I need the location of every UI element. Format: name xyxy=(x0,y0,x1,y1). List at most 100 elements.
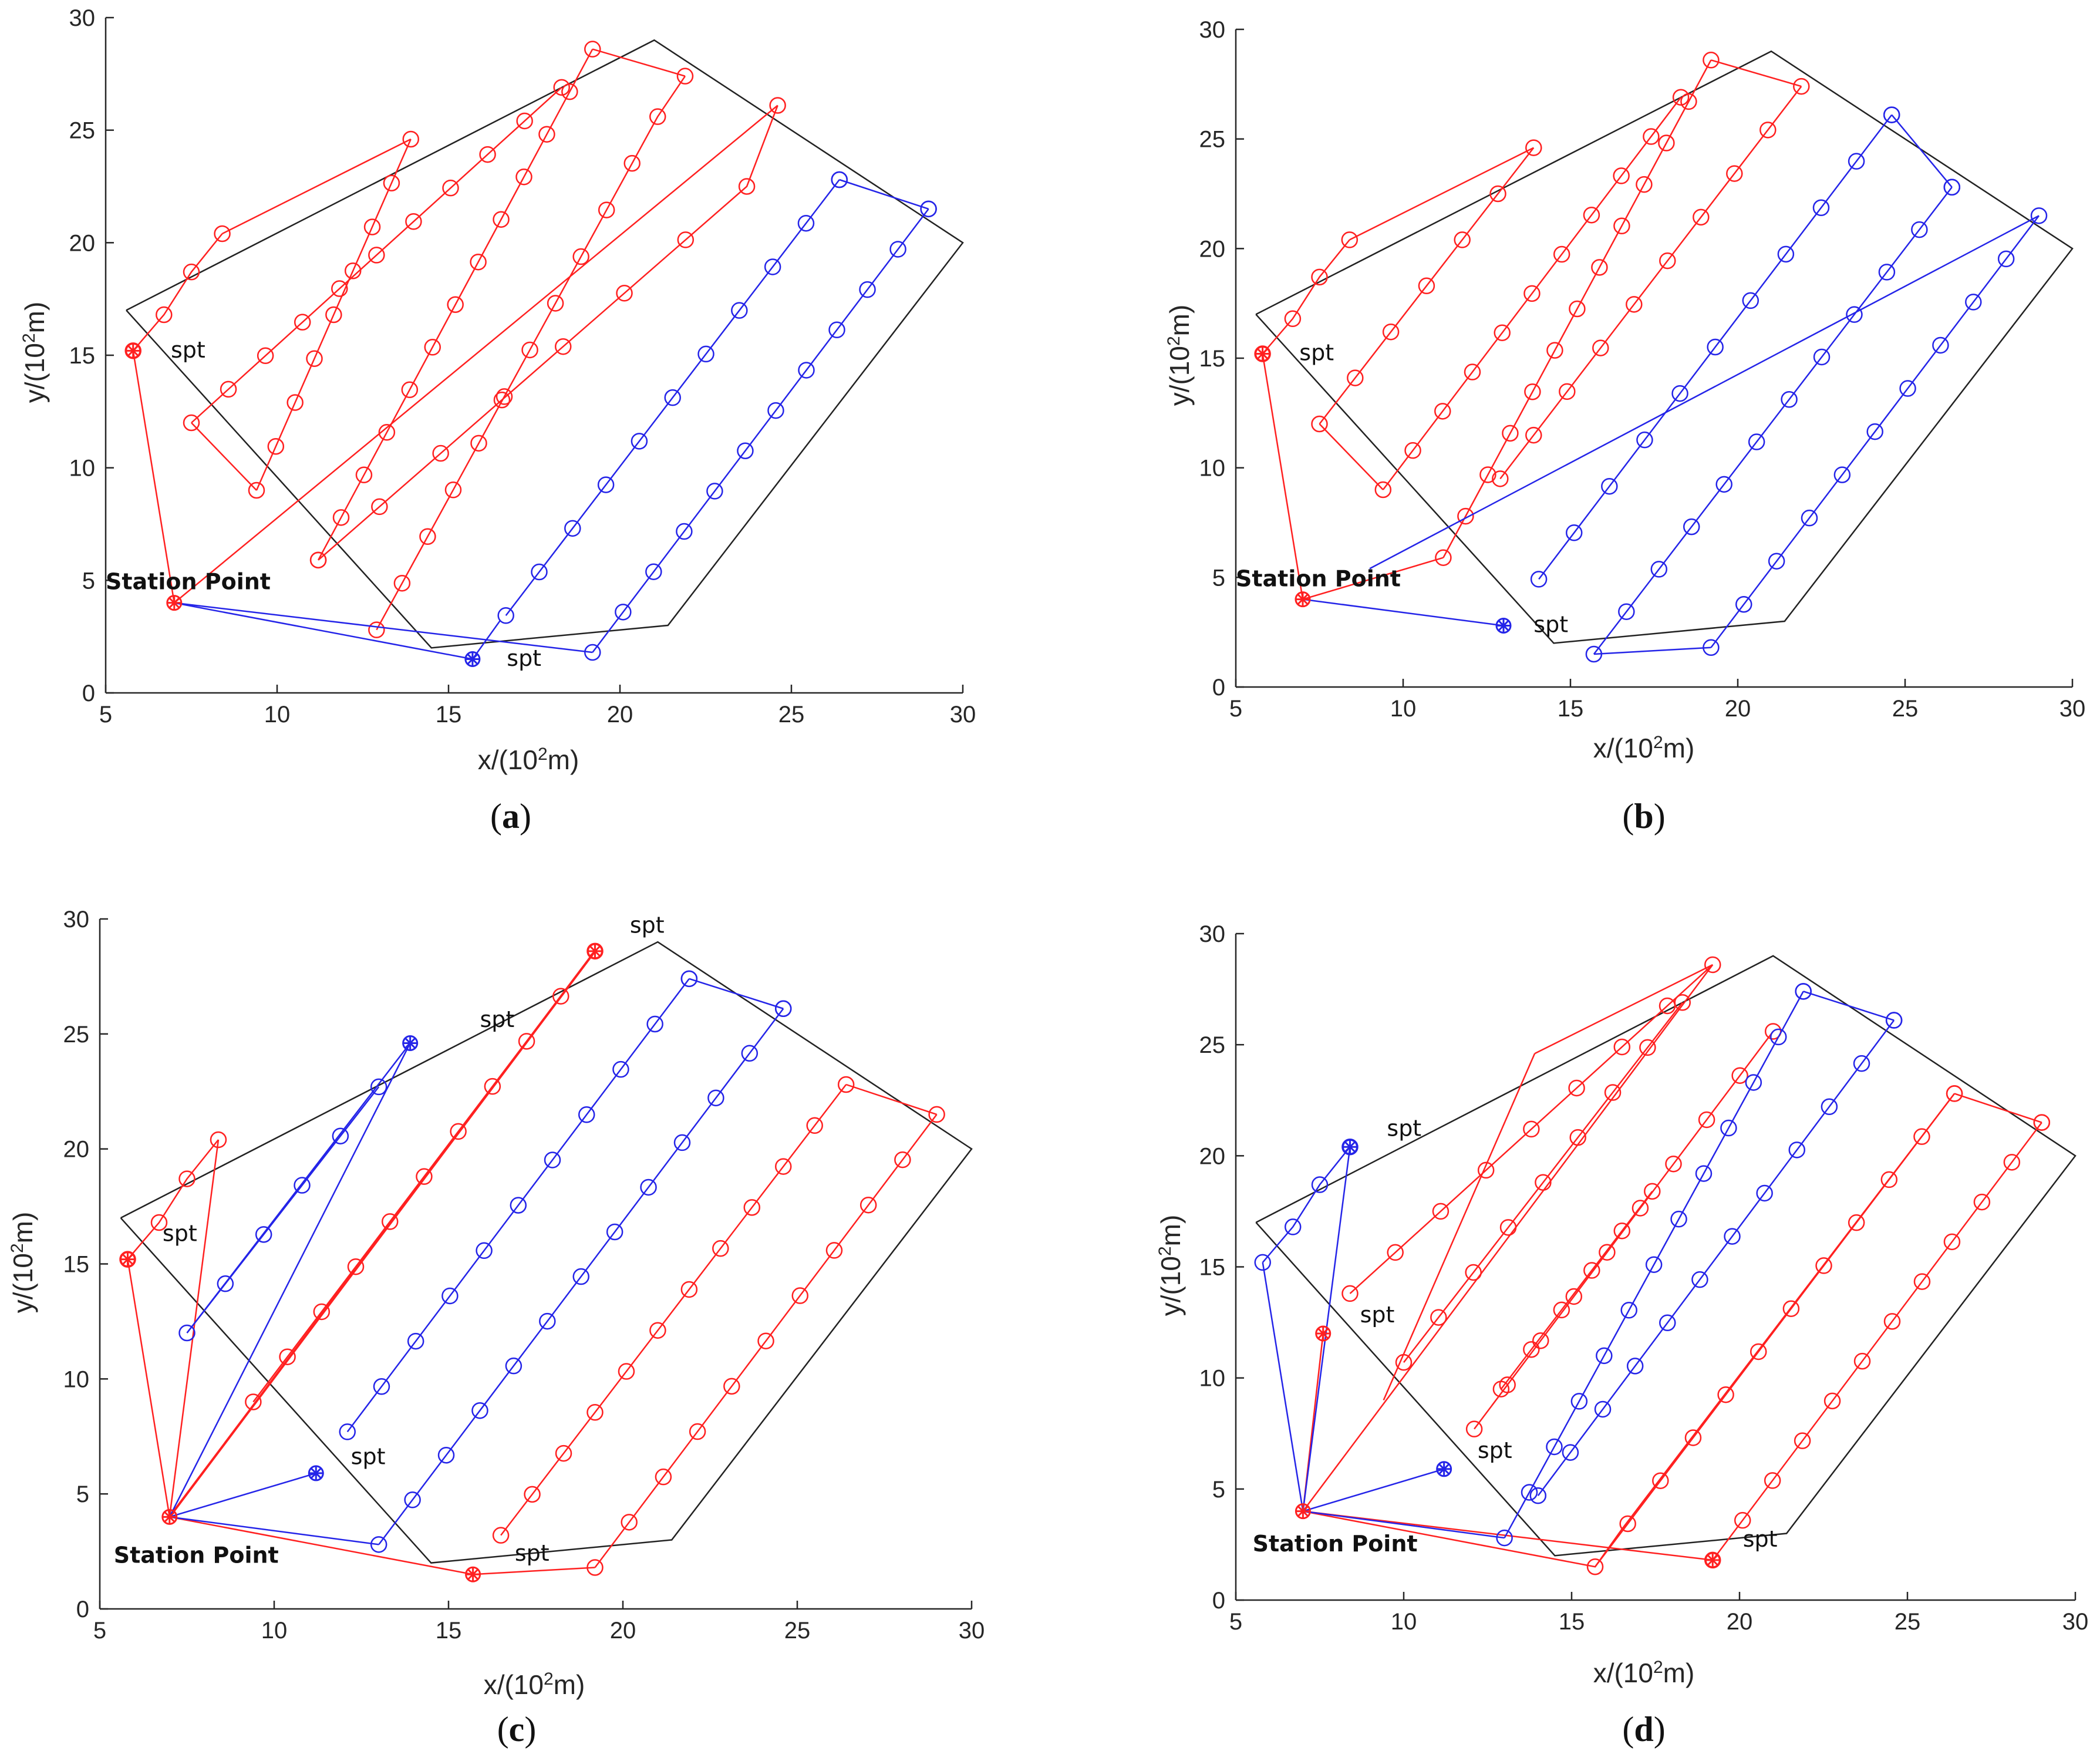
red-waypoint xyxy=(1717,1386,1734,1403)
blue-waypoint xyxy=(1848,153,1865,170)
red-waypoint xyxy=(1464,363,1481,380)
red-waypoint xyxy=(774,1158,792,1175)
star-marker-d2 xyxy=(310,1467,322,1479)
blue-waypoint xyxy=(741,1045,759,1062)
x-tick-label: 15 xyxy=(436,702,462,728)
x-tick-label: 10 xyxy=(261,1618,288,1644)
y-axis-label-sup: 2 xyxy=(8,1243,27,1253)
star-marker-d2 xyxy=(164,1511,176,1523)
red-path xyxy=(221,138,412,235)
red-waypoint xyxy=(712,1240,729,1257)
blue-waypoint xyxy=(578,1106,595,1123)
blue-waypoint xyxy=(676,523,693,540)
red-waypoint xyxy=(1586,1558,1604,1575)
spt-label: spt xyxy=(515,1540,550,1566)
blue-waypoint xyxy=(1671,385,1688,402)
red-waypoint xyxy=(1492,1380,1510,1398)
blue-waypoint xyxy=(539,1312,556,1330)
y-tick-label: 15 xyxy=(69,343,96,369)
blue-waypoint xyxy=(1781,391,1798,408)
panel-label: (a) xyxy=(490,797,531,836)
blue-waypoint xyxy=(1878,264,1896,281)
red-path xyxy=(1302,964,1714,1512)
star-marker-d2 xyxy=(589,945,601,957)
red-path xyxy=(1534,964,1713,1055)
red-waypoint xyxy=(309,551,327,569)
x-tick-label: 10 xyxy=(1391,1609,1417,1635)
red-waypoint xyxy=(1913,1128,1930,1145)
red-waypoint xyxy=(555,1444,572,1462)
red-waypoint xyxy=(1693,208,1710,226)
blue-waypoint xyxy=(640,1178,657,1196)
y-tick-label: 25 xyxy=(1199,127,1226,153)
red-waypoint xyxy=(416,1168,433,1185)
y-tick-label: 0 xyxy=(76,1597,89,1622)
red-waypoint xyxy=(524,1486,541,1503)
spt-label: spt xyxy=(507,645,541,671)
x-tick-label: 15 xyxy=(1559,1609,1585,1635)
x-tick-label: 25 xyxy=(778,702,805,728)
red-waypoint xyxy=(1418,277,1435,295)
red-waypoint xyxy=(401,381,419,399)
blue-path xyxy=(1262,1262,1304,1511)
red-waypoint xyxy=(1523,1341,1540,1358)
red-waypoint xyxy=(1374,481,1392,499)
red-waypoint xyxy=(279,1348,296,1365)
red-waypoint xyxy=(1387,1244,1404,1261)
y-tick-label: 20 xyxy=(1199,1143,1226,1169)
red-waypoint xyxy=(1815,1257,1832,1274)
red-waypoint xyxy=(1698,1111,1715,1129)
red-waypoint xyxy=(1672,89,1690,106)
star-marker-ring xyxy=(1495,617,1512,634)
y-tick-label: 20 xyxy=(1199,236,1226,262)
red-path xyxy=(1500,1191,1653,1390)
red-waypoint xyxy=(257,347,274,365)
x-axis-label: x/(102m) xyxy=(1593,1658,1695,1689)
blue-path xyxy=(186,1086,380,1334)
red-waypoint xyxy=(1524,383,1541,400)
red-waypoint xyxy=(1759,122,1777,139)
y-tick-label: 5 xyxy=(1212,1477,1225,1503)
blue-waypoint xyxy=(572,1268,589,1285)
panel-label: (d) xyxy=(1622,1710,1665,1749)
red-waypoint xyxy=(553,79,570,96)
y-tick-label: 15 xyxy=(1199,346,1226,372)
red-waypoint xyxy=(1569,1129,1586,1146)
blue-waypoint xyxy=(1997,250,2015,268)
blue-waypoint xyxy=(1883,106,1900,123)
red-waypoint xyxy=(368,247,385,264)
red-path xyxy=(1383,1053,1536,1400)
spt-label: spt xyxy=(1387,1115,1421,1141)
x-axis-label-sup: 2 xyxy=(544,1669,554,1689)
red-waypoint xyxy=(584,41,601,58)
blue-waypoint xyxy=(1618,603,1635,620)
red-path xyxy=(845,1083,937,1116)
red-waypoint xyxy=(432,445,449,462)
x-tick-label: 5 xyxy=(1229,1609,1242,1635)
blue-waypoint xyxy=(1695,1165,1713,1182)
red-waypoint xyxy=(178,1170,195,1187)
red-waypoint xyxy=(1311,415,1328,433)
red-waypoint xyxy=(1591,259,1608,276)
red-waypoint xyxy=(484,1077,501,1095)
red-path xyxy=(1303,1093,1956,1568)
blue-waypoint xyxy=(731,302,748,319)
red-waypoint xyxy=(1465,1264,1482,1281)
blue-waypoint xyxy=(1284,1218,1302,1235)
x-axis-label-sup: 2 xyxy=(538,745,548,764)
blue-waypoint xyxy=(1745,1074,1762,1091)
blue-waypoint xyxy=(178,1324,195,1342)
blue-waypoint xyxy=(404,1491,421,1508)
red-path xyxy=(473,1567,595,1575)
red-waypoint xyxy=(1880,1171,1898,1188)
red-waypoint xyxy=(689,1423,706,1440)
red-waypoint xyxy=(294,314,311,331)
x-tick-label: 5 xyxy=(93,1618,106,1644)
red-waypoint xyxy=(757,1332,774,1349)
red-waypoint xyxy=(1523,285,1541,302)
red-waypoint xyxy=(1454,231,1471,248)
star-marker-d2 xyxy=(1344,1141,1356,1153)
blue-waypoint xyxy=(437,1446,455,1464)
star-marker-ring xyxy=(308,1465,324,1481)
